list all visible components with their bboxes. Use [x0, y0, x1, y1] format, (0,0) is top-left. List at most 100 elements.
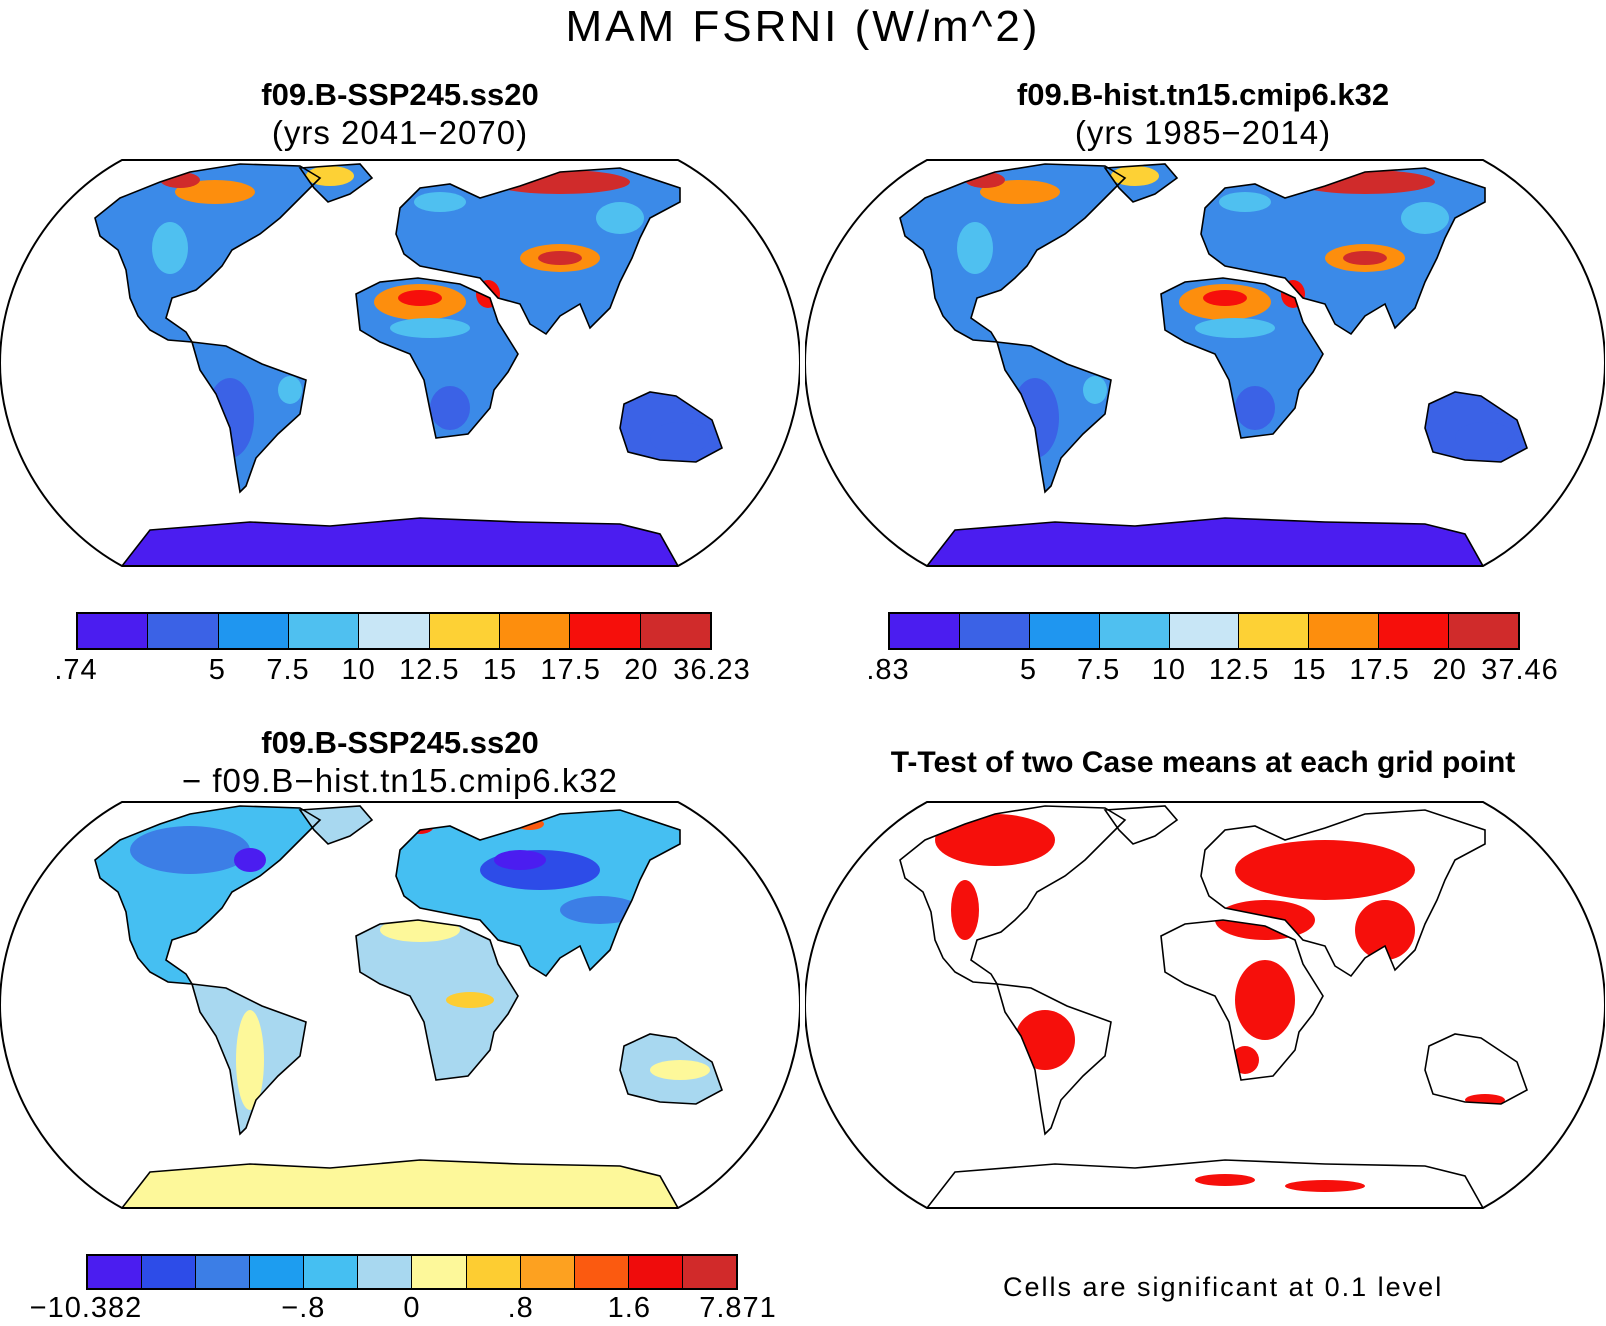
colorbar-tick-label: 17.5	[540, 654, 601, 686]
panel-title-case2-name: f09.B-hist.tn15.cmip6.k32	[1016, 77, 1390, 112]
field-patch	[1219, 192, 1271, 212]
colorbar-box	[358, 1256, 413, 1288]
colorbar-box	[1309, 614, 1380, 648]
colorbar-tick-label: 10	[341, 654, 376, 686]
coastline	[190, 341, 307, 494]
field-patch	[414, 192, 466, 212]
field-patch	[1355, 900, 1415, 960]
colorbar-box	[250, 1256, 305, 1288]
colorbar-box	[890, 614, 960, 648]
map-border	[805, 159, 1605, 567]
land-africa	[356, 920, 518, 1080]
field-patch	[1343, 251, 1387, 265]
colorbar-box	[359, 614, 430, 648]
field-patch	[1285, 1180, 1365, 1192]
colorbar-tick-label: −10.382	[29, 1292, 143, 1324]
coastline	[1424, 391, 1528, 463]
field-patch	[650, 1060, 710, 1080]
colorbar-labels-case1: .74 5 7.5 10 12.5 15 17.5 20 36.23	[54, 654, 749, 688]
field-patch	[390, 318, 470, 338]
field-patch	[130, 826, 250, 874]
colorbar-tick-label: .8	[507, 1292, 534, 1324]
coastline	[355, 277, 519, 439]
field-patch	[951, 880, 979, 940]
colorbar-box	[304, 1256, 359, 1288]
colorbar-box	[196, 1256, 251, 1288]
colorbar-box	[466, 1256, 521, 1288]
colorbar-tick-label: 20	[624, 654, 659, 686]
coastline	[355, 919, 519, 1081]
land-africa	[1161, 278, 1323, 438]
field-patch	[1235, 840, 1415, 900]
colorbar-tick-label: 5	[1019, 654, 1038, 686]
coastline	[1103, 805, 1179, 845]
map-panel-diff	[0, 800, 800, 1210]
coastline	[925, 1159, 1485, 1208]
land-australia	[1425, 1034, 1527, 1104]
coastline	[619, 1033, 723, 1105]
panel-title-case2-years: (yrs 1985−2014)	[1074, 114, 1332, 151]
colorbar-box	[142, 1256, 197, 1288]
colorbar-tick-label: 36.23	[673, 654, 751, 686]
field-patch	[1195, 318, 1275, 338]
field-patch	[560, 896, 640, 924]
colorbar-tick-label: 7.5	[266, 654, 310, 686]
colorbar-tick-label: 7.5	[1076, 654, 1121, 686]
land-eurasia	[396, 810, 680, 976]
coastline	[925, 517, 1485, 566]
colorbar-box	[412, 1256, 467, 1288]
coastline	[395, 167, 681, 336]
map-diff	[0, 801, 800, 1209]
colorbar-tick-label: 1.6	[607, 1292, 651, 1324]
field-patch	[1235, 960, 1295, 1040]
colorbar-box	[640, 614, 710, 648]
colorbar-tick-label: 20	[1432, 654, 1467, 686]
field-patch	[957, 222, 993, 274]
panel-title-diff-minus: − f09.B−hist.tn15.cmip6.k32	[181, 762, 619, 799]
field-patch	[306, 166, 354, 186]
field-patch	[234, 848, 266, 872]
colorbar-box	[1239, 614, 1310, 648]
map-panel-case2	[805, 158, 1605, 568]
coastline	[298, 805, 374, 845]
colorbar-box	[574, 1256, 629, 1288]
coastline	[899, 805, 1127, 985]
colorbar-box	[1169, 614, 1240, 648]
colorbar-diff	[86, 1254, 738, 1290]
colorbar-box	[628, 1256, 683, 1288]
coastline	[298, 163, 374, 203]
field-patch	[380, 918, 460, 942]
field-patch	[935, 814, 1055, 866]
map-case1	[0, 159, 800, 567]
field-patch	[1195, 1174, 1255, 1186]
panel-title-diff-case: f09.B-SSP245.ss20	[261, 725, 539, 760]
field-patch	[1401, 202, 1449, 234]
field-patch	[650, 422, 710, 454]
colorbar-box	[682, 1256, 736, 1288]
colorbar-box	[1379, 614, 1450, 648]
coastline	[995, 983, 1112, 1136]
coastline	[94, 805, 322, 985]
significance-note: Cells are significant at 0.1 level	[1003, 1272, 1444, 1302]
panel-title-ttest: T-Test of two Case means at each grid po…	[890, 746, 1516, 779]
colorbar-box	[288, 614, 360, 648]
coastline	[995, 341, 1112, 494]
colorbar-box	[570, 614, 641, 648]
coastline	[1160, 919, 1324, 1081]
colorbar-box	[1029, 614, 1100, 648]
colorbar-tick-label: 10	[1151, 654, 1187, 686]
map-ttest	[805, 801, 1605, 1209]
map-case2	[805, 159, 1605, 567]
coastline	[120, 517, 680, 566]
coastline	[1200, 167, 1486, 336]
map-panel-case1	[0, 158, 800, 568]
colorbar-tick-label: 37.46	[1481, 654, 1559, 686]
field-patch	[446, 992, 494, 1008]
panel-title-case1-years: (yrs 2041−2070)	[271, 114, 529, 151]
colorbar-tick-label: .74	[54, 654, 98, 686]
colorbar-box	[78, 614, 149, 648]
colorbar-box	[1099, 614, 1170, 648]
panel-title-diff: f09.B-SSP245.ss20 − f09.B−hist.tn15.cmip…	[0, 724, 800, 800]
field-patch	[494, 850, 546, 870]
field-patch	[1203, 290, 1247, 306]
